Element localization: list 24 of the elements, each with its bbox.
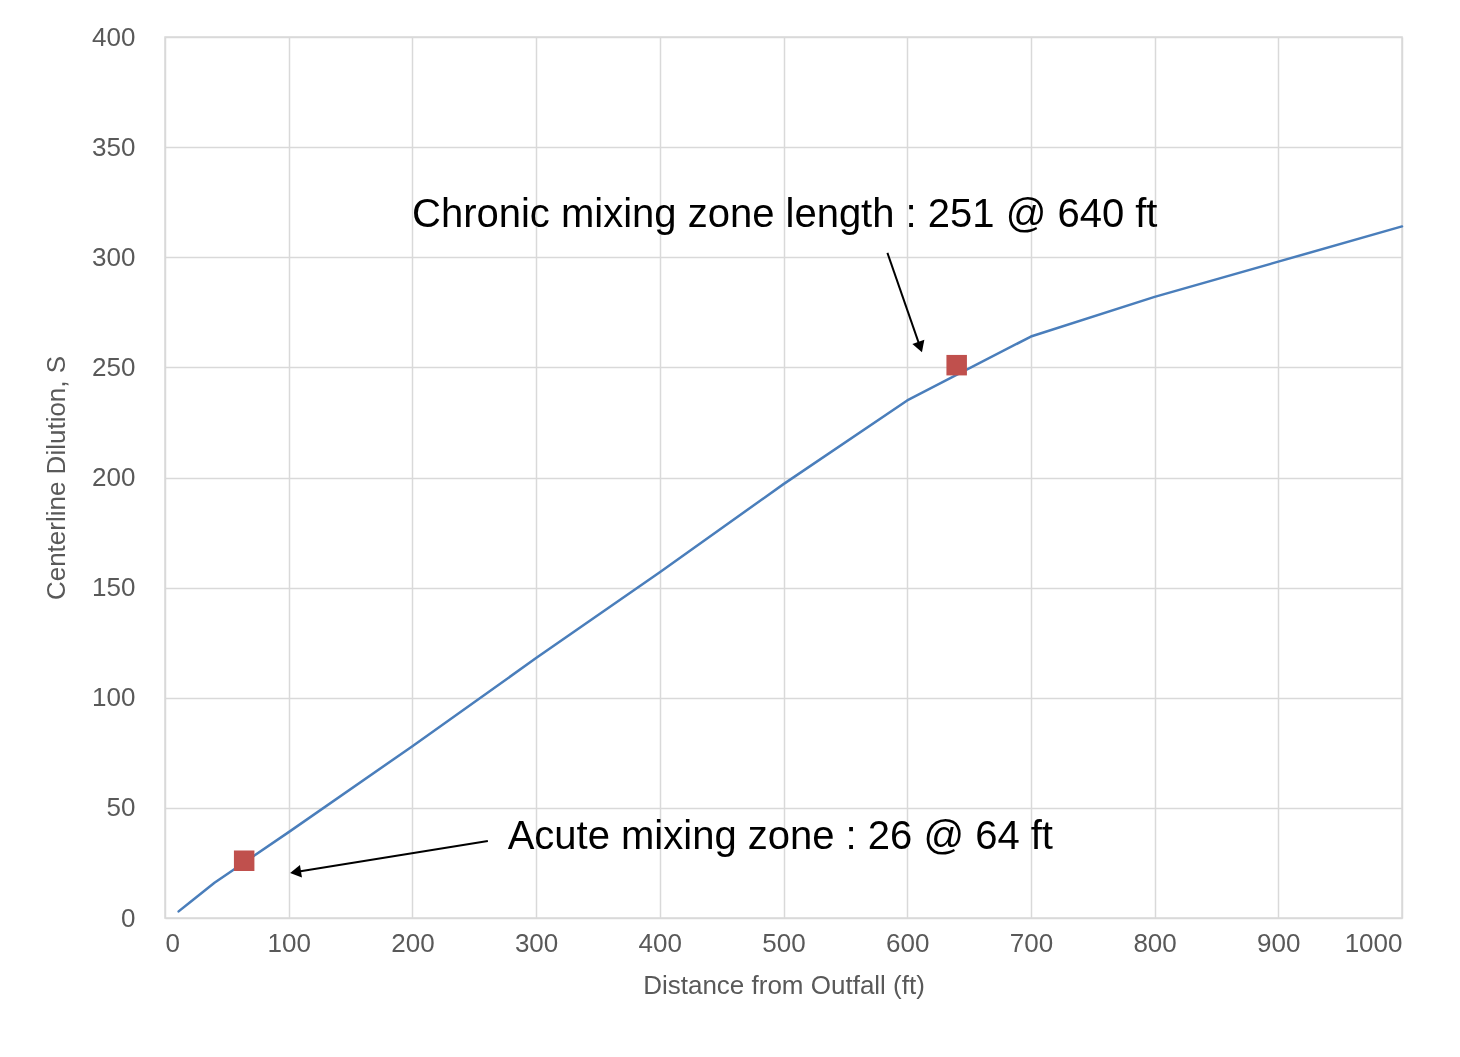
- x-tick-label: 900: [1257, 927, 1301, 958]
- x-tick-label: 1000: [1344, 927, 1403, 958]
- y-tick-label: 100: [92, 682, 136, 713]
- x-tick-label: 600: [886, 927, 930, 958]
- x-tick-label: 100: [267, 927, 311, 958]
- x-tick-label: 300: [514, 927, 559, 958]
- x-tick-label: 0: [165, 927, 180, 958]
- x-tick-label: 800: [1133, 927, 1177, 958]
- y-axis-title: Centerline Dilution, S: [41, 355, 72, 601]
- y-tick-label: 50: [106, 792, 136, 823]
- x-axis-title: Distance from Outfall (ft): [643, 969, 925, 1000]
- y-tick-label: 350: [92, 131, 136, 162]
- x-tick-label: 400: [638, 927, 682, 958]
- x-tick-label: 500: [762, 927, 806, 958]
- x-tick-label: 200: [391, 927, 435, 958]
- y-tick-label: 250: [92, 351, 136, 382]
- x-tick-label: 700: [1009, 927, 1054, 958]
- annotation: Chronic mixing zone length : 251 @ 640 ft: [412, 191, 1158, 236]
- y-tick-label: 300: [92, 241, 136, 272]
- annotation: Acute mixing zone : 26 @ 64 ft: [507, 812, 1053, 857]
- y-tick-label: 0: [121, 902, 136, 933]
- y-tick-label: 400: [92, 21, 136, 52]
- y-tick-label: 150: [92, 572, 136, 603]
- y-tick-label: 200: [92, 462, 136, 492]
